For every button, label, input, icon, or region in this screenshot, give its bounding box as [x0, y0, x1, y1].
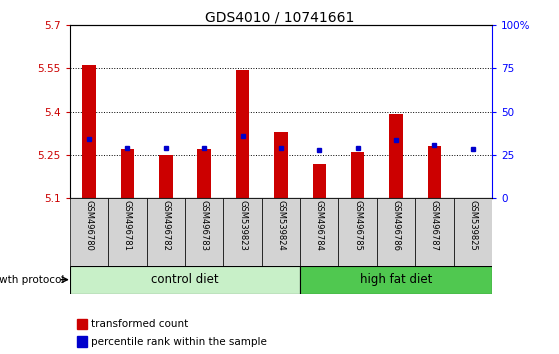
Text: GSM496784: GSM496784: [315, 200, 324, 251]
Bar: [338, 198, 377, 266]
Bar: [377, 198, 415, 266]
Text: GSM539825: GSM539825: [468, 200, 477, 251]
Text: GSM496785: GSM496785: [353, 200, 362, 251]
Bar: [389, 114, 402, 198]
Bar: [274, 132, 288, 198]
Bar: [146, 198, 185, 266]
Bar: [185, 198, 224, 266]
Bar: [262, 198, 300, 266]
Text: GSM496786: GSM496786: [391, 200, 400, 251]
Text: GSM496780: GSM496780: [84, 200, 93, 251]
Bar: [159, 155, 173, 198]
Bar: [70, 198, 108, 266]
Text: high fat diet: high fat diet: [360, 273, 432, 286]
Bar: [77, 319, 87, 329]
Text: GSM539823: GSM539823: [238, 200, 247, 251]
Bar: [415, 198, 453, 266]
Bar: [108, 198, 146, 266]
Text: GSM496782: GSM496782: [162, 200, 170, 251]
Text: GSM496787: GSM496787: [430, 200, 439, 251]
Text: GSM496781: GSM496781: [123, 200, 132, 251]
Bar: [197, 149, 211, 198]
Bar: [428, 146, 441, 198]
Bar: [82, 65, 96, 198]
Bar: [224, 198, 262, 266]
Text: transformed count: transformed count: [91, 319, 188, 329]
Bar: [77, 336, 87, 347]
Text: GSM539824: GSM539824: [276, 200, 286, 251]
Bar: [300, 198, 338, 266]
Text: GSM496783: GSM496783: [200, 200, 209, 251]
Bar: [312, 164, 326, 198]
Bar: [70, 266, 300, 294]
Text: control diet: control diet: [151, 273, 219, 286]
Bar: [351, 152, 364, 198]
Text: GDS4010 / 10741661: GDS4010 / 10741661: [205, 11, 354, 25]
Bar: [236, 70, 249, 198]
Bar: [300, 266, 492, 294]
Bar: [121, 149, 134, 198]
Text: percentile rank within the sample: percentile rank within the sample: [91, 337, 267, 347]
Text: growth protocol: growth protocol: [0, 275, 64, 285]
Bar: [453, 198, 492, 266]
